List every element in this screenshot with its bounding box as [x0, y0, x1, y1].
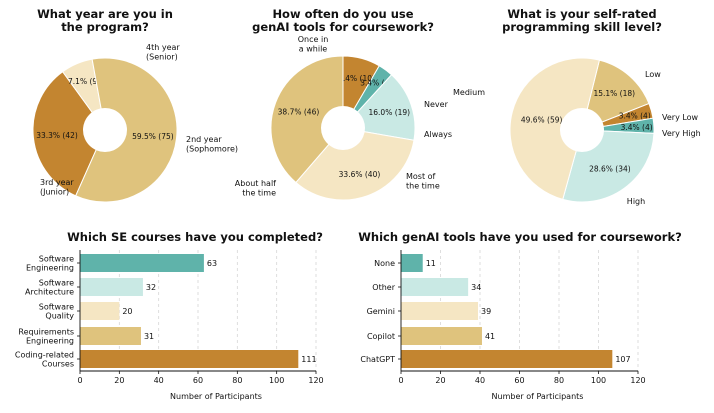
- pie-percent-label: 3.4% (4): [621, 123, 653, 132]
- bar: [80, 302, 120, 320]
- pie-slice-label: 4th year (Senior): [146, 43, 180, 62]
- pie-percent-label: 33.3% (42): [36, 131, 78, 140]
- pie-slice-label: Low: [645, 70, 661, 79]
- pie-chart-2: How often do you use genAI tools for cour…: [235, 7, 452, 201]
- bar: [80, 254, 204, 272]
- bar-category-label: Software Quality: [39, 303, 75, 321]
- x-tick-label: 20: [114, 376, 124, 385]
- bar: [80, 327, 141, 345]
- x-tick-label: 100: [591, 376, 606, 385]
- pie-percent-label: 8.4% (10): [338, 74, 375, 83]
- bar-value-label: 34: [471, 283, 481, 292]
- pie-title: How often do you use genAI tools for cour…: [252, 7, 434, 34]
- pie-slice-label: Most of the time: [406, 172, 440, 191]
- x-axis-label: Number of Participants: [170, 392, 262, 401]
- bar: [401, 302, 479, 320]
- bar-chart-title: Which SE courses have you completed?: [67, 230, 323, 244]
- x-tick-label: 120: [308, 376, 323, 385]
- pie-percent-label: 15.1% (18): [593, 89, 635, 98]
- bar: [401, 327, 482, 345]
- bar-category-label: ChatGPT: [360, 355, 395, 364]
- bar-category-label: None: [374, 259, 395, 268]
- donut-hole: [321, 106, 365, 150]
- bar-value-label: 11: [426, 259, 436, 268]
- pie-slice: [295, 127, 415, 201]
- bar: [80, 278, 143, 296]
- pie-slice: [270, 55, 344, 184]
- pie-slice-label: Never: [424, 100, 449, 109]
- x-tick-label: 100: [269, 376, 284, 385]
- bar-category-label: Gemini: [367, 307, 395, 316]
- pie-slice: [509, 57, 601, 200]
- x-axis-label: Number of Participants: [492, 392, 584, 401]
- bar-value-label: 39: [481, 307, 491, 316]
- x-tick-label: 120: [630, 376, 645, 385]
- bar-category-label: Other: [372, 283, 395, 292]
- donut-hole: [560, 108, 604, 152]
- pie-slice-label: High: [627, 197, 645, 206]
- bar-value-label: 107: [615, 355, 630, 364]
- x-tick-label: 0: [398, 376, 403, 385]
- pie-chart-1: What year are you in the program? 33.3% (4…: [32, 7, 238, 203]
- bar: [80, 350, 299, 368]
- bar-category-label: Coding-related Courses: [15, 351, 74, 369]
- pie-slice-label: About half the time: [235, 179, 276, 198]
- pie-percent-label: 49.6% (59): [521, 115, 563, 124]
- pie-title: What is your self-rated programming skill…: [502, 7, 662, 34]
- bar-category-label: Software Architecture: [25, 279, 74, 297]
- pie-slice: [581, 59, 650, 131]
- pie-percent-label: 38.7% (46): [278, 107, 320, 116]
- pie-slice-label: Very Low: [662, 113, 699, 122]
- pie-percent-label: 3.4% (4): [619, 111, 651, 120]
- x-tick-label: 0: [77, 376, 82, 385]
- pie-slice-label: Once in a while: [298, 35, 329, 54]
- pie-percent-label: 33.6% (40): [339, 170, 381, 179]
- x-tick-label: 80: [554, 376, 564, 385]
- bar: [401, 350, 613, 368]
- bar-value-label: 63: [207, 259, 217, 268]
- pie-slice: [32, 71, 106, 197]
- bar-value-label: 111: [301, 355, 316, 364]
- x-tick-label: 60: [193, 376, 203, 385]
- pie-slice-label: 3rd year (Junior): [40, 178, 74, 197]
- bar: [401, 278, 469, 296]
- x-tick-label: 80: [232, 376, 242, 385]
- pie-slice-label: Medium: [453, 88, 485, 97]
- bar-chart-genai-tools: Which genAI tools have you used for cour…: [358, 230, 682, 401]
- pie-percent-label: 28.6% (34): [589, 164, 631, 173]
- bar-value-label: 41: [485, 332, 495, 341]
- bar-chart-se-courses: Which SE courses have you completed? 63 So…: [15, 230, 324, 401]
- bar: [401, 254, 423, 272]
- pie-slice-label: Always: [424, 130, 452, 139]
- pie-percent-label: 3.4% (4): [360, 79, 392, 88]
- x-tick-label: 60: [514, 376, 524, 385]
- pie-title: What year are you in the program?: [37, 7, 173, 34]
- bar-category-label: Copilot: [367, 332, 395, 341]
- x-tick-label: 40: [475, 376, 485, 385]
- bar-value-label: 20: [122, 307, 132, 316]
- bar-chart-title: Which genAI tools have you used for cour…: [358, 230, 682, 244]
- pie-percent-label: 7.1% (9): [68, 77, 100, 86]
- pie-slice-label: 2nd year (Sophomore): [186, 135, 238, 154]
- bar-category-label: Software Engineering: [26, 255, 74, 273]
- pie-slice-label: Very High: [662, 129, 701, 138]
- pie-percent-label: 16.0% (19): [369, 108, 411, 117]
- x-tick-label: 40: [154, 376, 164, 385]
- bar-value-label: 31: [144, 332, 154, 341]
- bar-value-label: 32: [146, 283, 156, 292]
- donut-hole: [83, 108, 127, 152]
- pie-percent-label: 59.5% (75): [132, 132, 174, 141]
- bar-category-label: Requirements Engineering: [18, 328, 74, 346]
- pie-chart-3: What is your self-rated programming skill…: [453, 7, 701, 206]
- x-tick-label: 20: [435, 376, 445, 385]
